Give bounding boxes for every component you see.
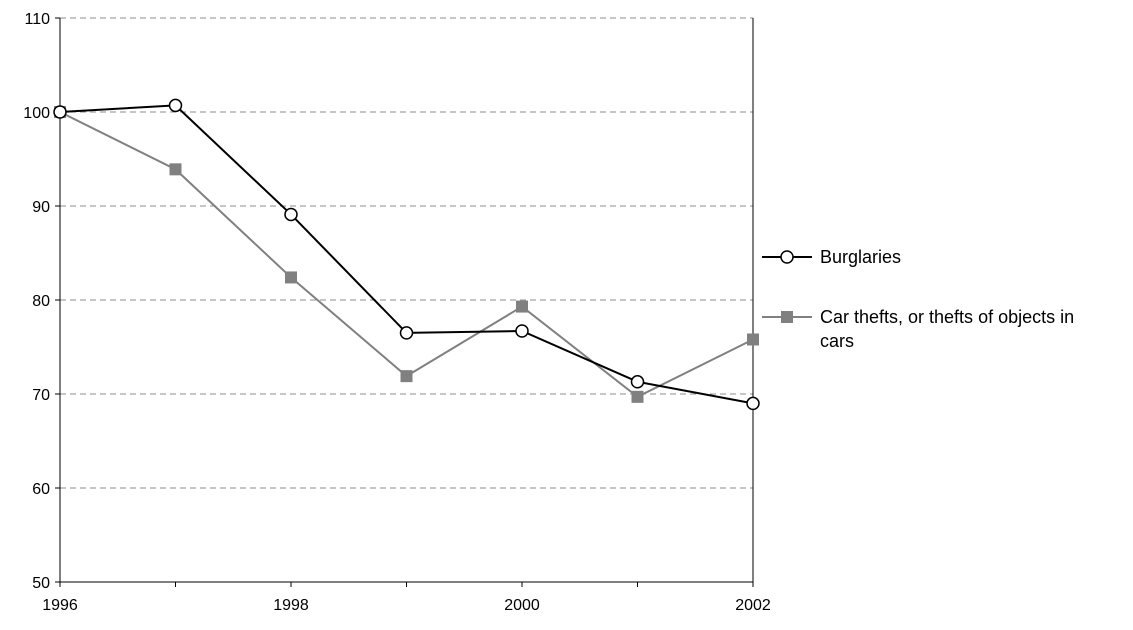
data-point-burglaries-2001 — [630, 375, 645, 389]
y-tick-label-90: 90 — [32, 199, 50, 216]
legend-marker-car-thefts — [781, 311, 793, 323]
y-tick-label-70: 70 — [32, 387, 50, 404]
data-point-burglaries-2002 — [746, 396, 760, 411]
data-point-burglaries-1996 — [53, 105, 67, 119]
data-point-burglaries-1997 — [168, 98, 183, 113]
data-point-burglaries-2000 — [515, 324, 529, 338]
x-tick-label-1998: 1998 — [273, 597, 309, 614]
series-line-car-thefts — [59, 111, 754, 398]
y-tick-label-50: 50 — [32, 575, 50, 592]
x-tick-label-2002: 2002 — [735, 597, 771, 614]
y-tick-label-100: 100 — [23, 105, 50, 122]
legend-label-car-thefts: Car thefts, or thefts of objects in cars — [820, 307, 1074, 351]
series-car-thefts — [54, 106, 759, 403]
y-tick-label-80: 80 — [32, 293, 50, 310]
legend-item-burglaries: Burglaries — [762, 247, 901, 267]
legend-item-car-thefts: Car thefts, or thefts of objects in cars — [762, 307, 1074, 351]
data-point-car-thefts-2002 — [747, 333, 759, 346]
legend-label-burglaries: Burglaries — [820, 247, 901, 267]
series-line-burglaries — [59, 104, 754, 405]
axes — [55, 17, 754, 587]
tick-labels: 50 60 70 80 90 100 110 1996 1998 2000 2002 — [23, 11, 771, 614]
series — [53, 98, 760, 411]
data-point-burglaries-1999 — [399, 326, 414, 340]
data-point-car-thefts-2001 — [631, 390, 644, 403]
data-point-car-thefts-1997 — [169, 163, 182, 176]
legend: Burglaries Car thefts, or thefts of objec… — [762, 247, 1074, 351]
grid-lines — [60, 17, 753, 489]
series-burglaries — [53, 98, 760, 411]
legend-marker-burglaries — [780, 250, 794, 264]
x-tick-label-1996: 1996 — [42, 597, 78, 614]
data-point-car-thefts-1999 — [400, 370, 413, 383]
y-tick-label-110: 110 — [24, 11, 50, 28]
data-point-car-thefts-1998 — [285, 271, 297, 284]
data-point-car-thefts-2000 — [516, 300, 528, 313]
data-point-burglaries-1998 — [284, 207, 298, 222]
x-tick-label-2000: 2000 — [504, 597, 540, 614]
y-tick-label-60: 60 — [32, 481, 50, 498]
